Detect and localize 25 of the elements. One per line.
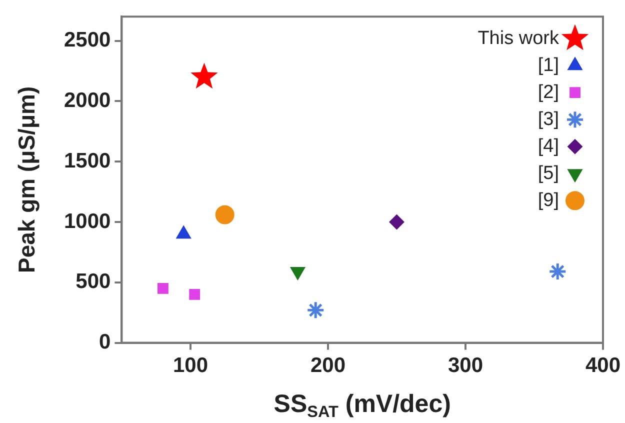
y-tick-label: 2500 [64, 28, 111, 52]
legend-label: [2] [538, 82, 559, 103]
point [548, 262, 567, 281]
point [190, 62, 218, 89]
point [306, 300, 325, 320]
y-tick-label: 0 [99, 330, 111, 354]
point [215, 205, 234, 224]
point [189, 289, 200, 300]
legend-label: This work [478, 28, 560, 49]
y-tick-label: 1500 [64, 149, 111, 172]
legend-label: [1] [538, 54, 559, 76]
x-tick-label: 300 [448, 354, 484, 378]
y-tick-label: 2000 [64, 88, 111, 112]
x-tick-label: 400 [585, 354, 621, 378]
legend-label: [3] [538, 108, 559, 130]
legend-label: [4] [538, 136, 559, 157]
y-axis-title: Peak gm (μS/μm) [13, 86, 40, 274]
y-tick-label: 1000 [64, 210, 111, 233]
x-tick-label: 200 [310, 354, 346, 378]
y-tick-label: 500 [76, 270, 111, 294]
x-tick-label: 100 [172, 354, 208, 378]
legend-label: [5] [538, 162, 559, 184]
point [389, 214, 404, 230]
point [158, 282, 168, 294]
legend-label: [9] [538, 190, 559, 211]
